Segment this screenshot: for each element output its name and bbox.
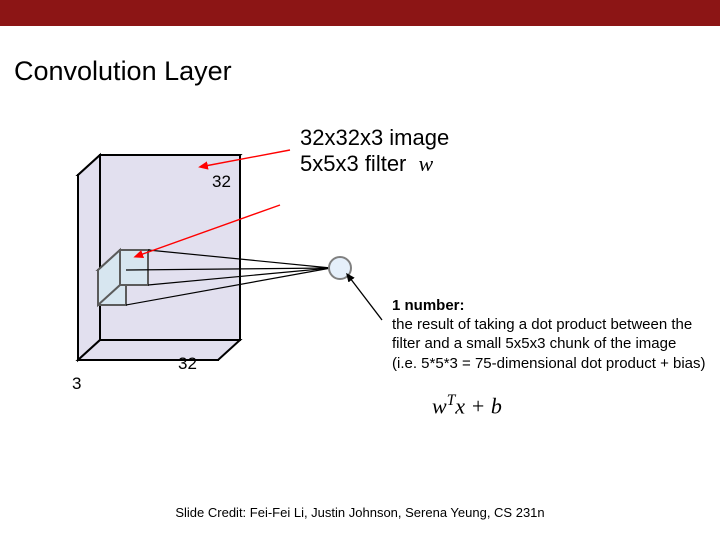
desc1-line1: 32x32x3 image bbox=[300, 125, 449, 150]
w-symbol: w bbox=[419, 151, 434, 176]
desc2-line1: the result of taking a dot product betwe… bbox=[392, 316, 692, 333]
arrow-to-desc2 bbox=[350, 278, 382, 320]
label-depth: 3 bbox=[72, 374, 81, 394]
desc2-line3: (i.e. 5*5*3 = 75-dimensional dot product… bbox=[392, 355, 706, 372]
label-height: 32 bbox=[212, 172, 231, 192]
diagram-stage bbox=[0, 0, 720, 540]
label-width: 32 bbox=[178, 354, 197, 374]
desc-image-filter: 32x32x3 image 5x5x3 filter w bbox=[300, 125, 449, 178]
desc-dotproduct: 1 number: the result of taking a dot pro… bbox=[392, 296, 712, 373]
desc2-line2: filter and a small 5x5x3 chunk of the im… bbox=[392, 335, 676, 352]
desc2-bold: 1 number: bbox=[392, 297, 465, 314]
output-node bbox=[329, 257, 351, 279]
desc1-line2: 5x5x3 filter bbox=[300, 151, 406, 176]
slide-credit: Slide Credit: Fei-Fei Li, Justin Johnson… bbox=[0, 505, 720, 520]
formula-wtx-b: wTx + b bbox=[432, 392, 502, 419]
